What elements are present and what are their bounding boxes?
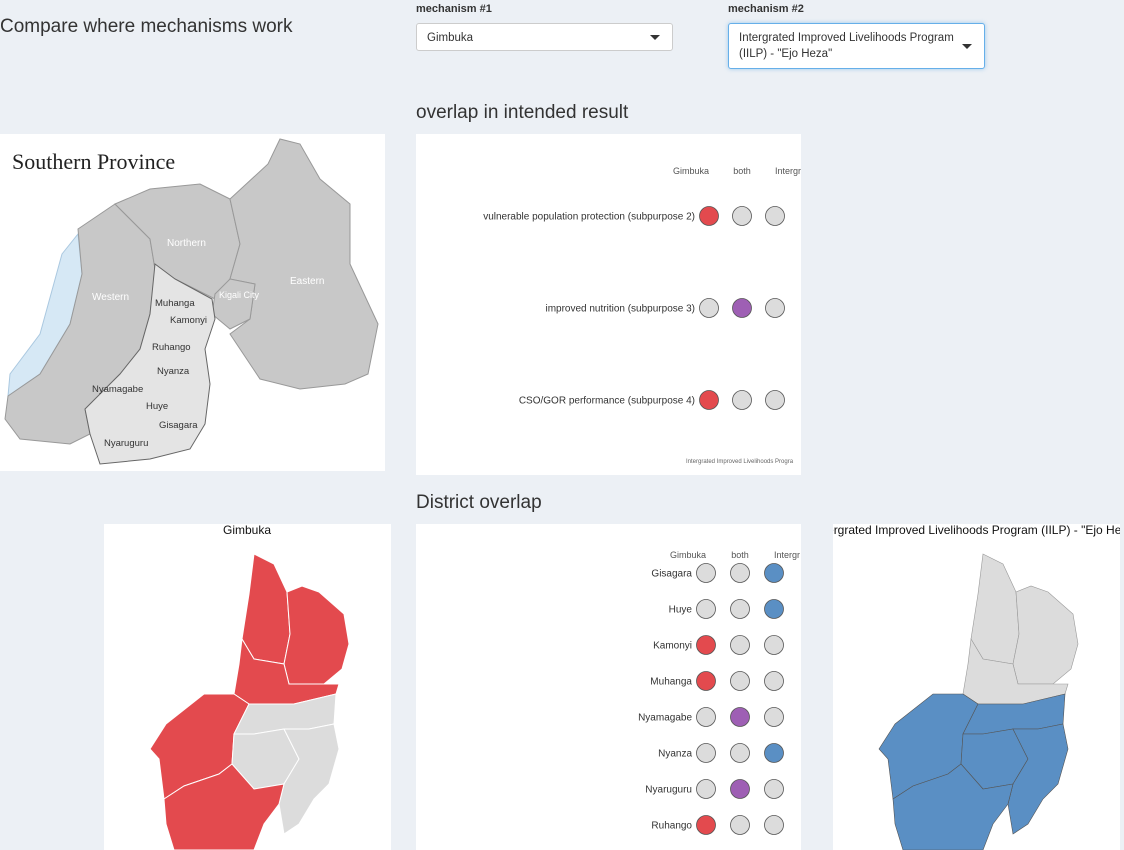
mechanism2-select[interactable]: Intergrated Improved Livelihoods Program… bbox=[728, 23, 985, 69]
district-dot-mech1 bbox=[696, 671, 716, 691]
page-title: Compare where mechanisms work bbox=[0, 16, 293, 37]
label-huye: Huye bbox=[146, 401, 168, 412]
result-footer: Intergrated Improved Livelihoods Progra bbox=[686, 459, 794, 465]
district-row-label: Nyaruguru bbox=[645, 785, 692, 796]
district-dot-both bbox=[730, 743, 750, 763]
col-header-mech2: Intergr bbox=[774, 550, 800, 560]
label-nyaruguru: Nyaruguru bbox=[104, 438, 148, 449]
district-dot-mech1 bbox=[696, 815, 716, 835]
label-kigali: Kigali City bbox=[219, 290, 260, 300]
district-row-label: Huye bbox=[669, 605, 693, 616]
result-dot-both bbox=[732, 206, 752, 226]
label-nyanza: Nyanza bbox=[157, 366, 190, 377]
district-dot-both bbox=[730, 671, 750, 691]
result-dot-mech2 bbox=[765, 298, 785, 318]
col-header-mech1: Gimbuka bbox=[673, 166, 709, 176]
mechanism2-value: Intergrated Improved Livelihoods Program… bbox=[739, 32, 954, 60]
district-dot-both bbox=[730, 563, 750, 583]
chevron-down-icon bbox=[962, 44, 972, 49]
district-dot-mech1 bbox=[696, 707, 716, 727]
result-row-label: CSO/GOR performance (subpurpose 4) bbox=[519, 396, 695, 407]
result-row-label: improved nutrition (subpurpose 3) bbox=[545, 304, 695, 315]
result-dot-mech2 bbox=[765, 206, 785, 226]
chevron-down-icon bbox=[650, 35, 660, 40]
mechanism1-district-map: Gimbuka bbox=[104, 524, 391, 850]
district-nyaruguru bbox=[163, 763, 285, 850]
district-row-label: Kamonyi bbox=[653, 641, 692, 652]
eastern-province bbox=[229, 138, 379, 390]
district-dot-both bbox=[730, 815, 750, 835]
label-ruhango: Ruhango bbox=[152, 342, 191, 353]
district-muhanga bbox=[241, 553, 291, 665]
district-dot-mech2 bbox=[764, 815, 784, 835]
district-dot-mech2 bbox=[764, 779, 784, 799]
district-row-label: Gisagara bbox=[651, 569, 692, 580]
district-overlap-chart: Gimbuka both Intergr Gisagara Huye Kamonyi… bbox=[416, 524, 801, 850]
district-row-label: Nyanza bbox=[658, 749, 692, 760]
district-dot-mech1 bbox=[696, 743, 716, 763]
district-section-title: District overlap bbox=[416, 492, 542, 513]
label-muhanga: Muhanga bbox=[155, 298, 195, 309]
label-eastern: Eastern bbox=[290, 276, 324, 287]
district-dot-mech2 bbox=[764, 671, 784, 691]
result-row-label: vulnerable population protection (subpur… bbox=[483, 212, 695, 223]
district-row-label: Ruhango bbox=[651, 821, 692, 832]
district-dot-mech2 bbox=[764, 635, 784, 655]
district-nyaruguru bbox=[892, 763, 1014, 850]
district-dot-both bbox=[730, 707, 750, 727]
district-dot-mech2 bbox=[764, 563, 784, 583]
district-dot-mech1 bbox=[696, 563, 716, 583]
district-dot-both bbox=[730, 599, 750, 619]
label-western: Western bbox=[92, 292, 129, 303]
district-dot-mech1 bbox=[696, 635, 716, 655]
district-row-label: Nyamagabe bbox=[638, 713, 692, 724]
label-gisagara: Gisagara bbox=[159, 420, 198, 431]
district-kamonyi bbox=[1012, 585, 1079, 685]
district-dot-mech2 bbox=[764, 743, 784, 763]
result-dot-both bbox=[732, 390, 752, 410]
district-dot-mech1 bbox=[696, 779, 716, 799]
result-dot-mech1 bbox=[699, 390, 719, 410]
southern-province bbox=[84, 263, 216, 465]
col-header-both: both bbox=[733, 166, 751, 176]
right-map-title: Intergrated Improved Livelihoods Program… bbox=[833, 524, 1120, 537]
mechanism1-select[interactable]: Gimbuka bbox=[416, 23, 673, 51]
mechanism1-value: Gimbuka bbox=[427, 32, 474, 44]
result-dot-both bbox=[732, 298, 752, 318]
district-dot-mech1 bbox=[696, 599, 716, 619]
district-dot-both bbox=[730, 779, 750, 799]
label-nyamagabe: Nyamagabe bbox=[92, 384, 143, 395]
district-gisagara bbox=[1007, 723, 1069, 835]
mechanism2-district-map: Intergrated Improved Livelihoods Program… bbox=[833, 524, 1120, 850]
mechanism1-label: mechanism #1 bbox=[416, 3, 492, 15]
col-header-both: both bbox=[731, 550, 749, 560]
label-kamonyi: Kamonyi bbox=[170, 315, 207, 326]
left-map-title: Gimbuka bbox=[223, 524, 271, 537]
district-dot-both bbox=[730, 635, 750, 655]
district-dot-mech2 bbox=[764, 707, 784, 727]
col-header-mech2: Intergr bbox=[775, 166, 801, 176]
col-header-mech1: Gimbuka bbox=[670, 550, 706, 560]
result-overlap-chart: Gimbuka both Intergr vulnerable populati… bbox=[416, 134, 801, 475]
district-kamonyi bbox=[283, 585, 350, 685]
reference-map-title: Southern Province bbox=[12, 149, 175, 174]
mechanism2-label: mechanism #2 bbox=[728, 3, 804, 15]
label-northern: Northern bbox=[167, 238, 206, 249]
district-muhanga bbox=[970, 553, 1020, 665]
district-dot-mech2 bbox=[764, 599, 784, 619]
result-dot-mech2 bbox=[765, 390, 785, 410]
district-gisagara bbox=[278, 723, 340, 835]
result-section-title: overlap in intended result bbox=[416, 102, 629, 123]
result-dot-mech1 bbox=[699, 298, 719, 318]
district-row-label: Muhanga bbox=[650, 677, 692, 688]
southern-province-reference-map: Southern Province Northern Western Easte… bbox=[0, 134, 385, 471]
result-dot-mech1 bbox=[699, 206, 719, 226]
